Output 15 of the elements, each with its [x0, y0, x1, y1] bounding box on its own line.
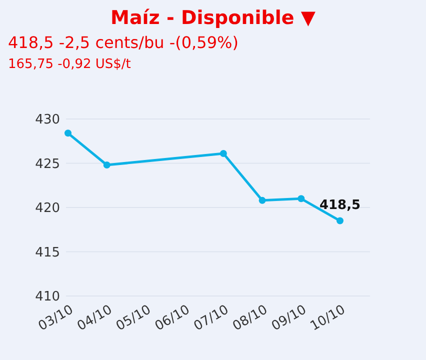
- chart-subtitle: 418,5 -2,5 cents/bu -(0,59%): [8, 33, 238, 52]
- point: [336, 217, 344, 224]
- data-label: 418,5: [319, 198, 361, 213]
- y-tick-label: 420: [35, 201, 60, 216]
- point: [103, 162, 110, 169]
- y-tick-label: 415: [35, 245, 60, 260]
- y-tick-label: 410: [35, 290, 60, 305]
- point: [64, 130, 72, 137]
- text: 165,75 -0,92 US$/t: [8, 57, 131, 72]
- chart-title: Maíz - Disponible ▼: [110, 7, 316, 29]
- point: [220, 150, 227, 158]
- y-tick-label: 430: [35, 112, 60, 128]
- point: [298, 195, 305, 202]
- point: [258, 196, 266, 204]
- y-tick-label: 425: [35, 156, 60, 172]
